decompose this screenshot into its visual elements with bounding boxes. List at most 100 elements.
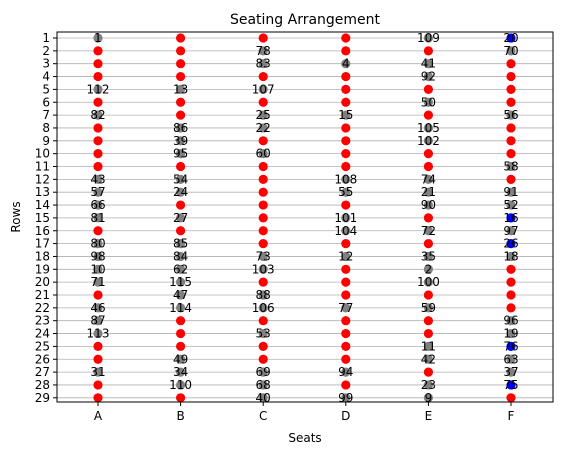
seat-marker-F7 (506, 110, 516, 120)
seat-marker-E1 (423, 33, 433, 43)
seat-marker-B5 (176, 84, 186, 94)
seat-marker-F14 (506, 200, 516, 210)
seat-marker-F21 (506, 290, 516, 300)
seat-marker-D5 (341, 84, 351, 94)
seat-marker-A28 (93, 380, 103, 390)
seat-marker-B29 (176, 393, 186, 403)
y-tick-label-12: 12 (35, 172, 50, 186)
seat-marker-C23 (258, 316, 268, 326)
seat-label-D15: 101 (334, 211, 357, 225)
seat-marker-D25 (341, 341, 351, 351)
seat-marker-D12 (341, 174, 351, 184)
seat-marker-F3 (506, 59, 516, 69)
seat-marker-D20 (341, 277, 351, 287)
seat-label-A15: 81 (90, 211, 105, 225)
seat-marker-E14 (423, 200, 433, 210)
seat-marker-C19 (258, 264, 268, 274)
seat-marker-C18 (258, 251, 268, 262)
seat-marker-C3 (258, 59, 268, 69)
seat-marker-D8 (341, 123, 351, 133)
seat-marker-A7 (93, 110, 103, 120)
seat-marker-A27 (93, 367, 103, 377)
seat-marker-D27 (341, 367, 351, 377)
seat-label-B15: 27 (173, 211, 188, 225)
seat-label-E6: 50 (421, 95, 436, 109)
seat-marker-E25 (423, 341, 433, 351)
y-tick-label-20: 20 (35, 275, 50, 289)
seat-marker-D24 (341, 328, 351, 339)
seat-marker-B20 (176, 277, 186, 287)
seat-label-F16: 97 (503, 224, 518, 238)
seat-marker-C8 (258, 123, 268, 133)
seat-marker-A16 (93, 226, 103, 236)
seat-label-B12: 54 (173, 172, 188, 186)
seat-label-A5: 112 (87, 82, 110, 96)
seat-marker-B10 (176, 149, 186, 159)
seat-label-D3: 4 (342, 57, 350, 71)
seat-marker-D9 (341, 136, 351, 146)
seat-marker-A25 (93, 341, 103, 351)
y-tick-label-16: 16 (35, 224, 50, 238)
seat-label-B22: 114 (169, 301, 192, 315)
seat-marker-B9 (176, 136, 186, 146)
seat-marker-D21 (341, 290, 351, 300)
y-tick-label-24: 24 (35, 327, 50, 341)
seat-marker-B23 (176, 316, 186, 326)
seat-marker-D19 (341, 264, 351, 274)
y-tick-label-15: 15 (35, 211, 50, 225)
seat-marker-F12 (506, 174, 516, 184)
seat-marker-F1 (506, 33, 516, 43)
seat-marker-B8 (176, 123, 186, 133)
seat-marker-D17 (341, 239, 351, 249)
seat-marker-B27 (176, 367, 186, 377)
seat-marker-E17 (423, 239, 433, 249)
seat-marker-E28 (423, 380, 433, 390)
seat-marker-A6 (93, 97, 103, 107)
seat-marker-C29 (258, 393, 268, 403)
seat-marker-A1 (93, 33, 103, 43)
seat-marker-F2 (506, 46, 516, 56)
seat-label-C18: 73 (256, 249, 271, 263)
y-tick-label-18: 18 (35, 249, 50, 263)
seat-marker-B2 (176, 46, 186, 56)
seat-marker-B3 (176, 59, 186, 69)
seat-marker-A21 (93, 290, 103, 300)
seat-marker-F20 (506, 277, 516, 287)
seat-marker-B11 (176, 161, 186, 172)
seat-marker-C17 (258, 239, 268, 249)
seat-label-E14: 90 (421, 198, 436, 212)
seat-marker-B24 (176, 328, 186, 339)
seat-marker-D13 (341, 187, 351, 197)
seat-label-C29: 40 (256, 391, 271, 405)
x-tick-label-A: A (94, 409, 103, 423)
seat-marker-E12 (423, 174, 433, 184)
seat-label-A1: 1 (94, 31, 102, 45)
y-tick-label-5: 5 (42, 82, 50, 96)
seat-marker-B14 (176, 200, 186, 210)
seat-marker-A14 (93, 200, 103, 210)
seat-marker-A4 (93, 71, 103, 82)
seat-marker-F13 (506, 187, 516, 197)
seat-label-D13: 55 (338, 185, 353, 199)
seat-label-F11: 58 (503, 160, 518, 174)
y-tick-label-14: 14 (35, 198, 50, 212)
seat-label-C5: 107 (252, 82, 275, 96)
y-tick-label-29: 29 (35, 391, 50, 405)
seat-marker-C4 (258, 71, 268, 82)
seat-label-E12: 74 (421, 172, 436, 186)
seat-marker-E5 (423, 84, 433, 94)
seat-label-E20: 100 (417, 275, 440, 289)
seat-marker-E6 (423, 97, 433, 107)
seat-label-C28: 68 (256, 378, 271, 392)
y-tick-label-9: 9 (42, 134, 50, 148)
seat-marker-D11 (341, 161, 351, 172)
seat-label-E29: 9 (425, 391, 433, 405)
seat-label-F7: 56 (503, 108, 518, 122)
y-axis-label: Rows (9, 201, 23, 232)
seat-marker-C2 (258, 46, 268, 56)
seat-marker-B15 (176, 213, 186, 223)
seat-label-F23: 96 (503, 314, 518, 328)
seat-marker-C10 (258, 149, 268, 159)
